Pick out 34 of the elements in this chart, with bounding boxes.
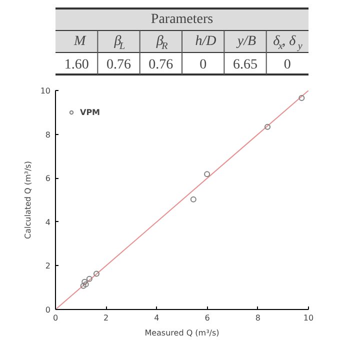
category-label: M — [72, 34, 87, 49]
point — [264, 124, 271, 130]
y-tick-label: 2 — [45, 262, 51, 271]
y-tick-label: 0 — [45, 306, 51, 314]
y-tick-label: 8 — [45, 130, 51, 140]
x-tick-label: 10 — [303, 314, 314, 322]
point — [82, 278, 88, 285]
text: 0.76 — [148, 58, 174, 72]
point — [204, 171, 210, 178]
x-tick-label: 8 — [255, 314, 260, 322]
x-axis-title: Measured Q (m³/s) — [144, 328, 220, 338]
text: 6.65 — [233, 58, 258, 72]
text: 0 — [284, 58, 291, 72]
x-tick-label: 2 — [104, 314, 109, 322]
y-tick-label: 4 — [45, 218, 51, 227]
text: Parameters — [150, 12, 214, 27]
x-tick-label: 0 — [52, 314, 58, 322]
point — [82, 281, 89, 288]
y-axis-title: Calculated Q (m³/s) — [23, 161, 32, 239]
x-tick-label: 4 — [154, 314, 160, 322]
category-label: y/B — [235, 34, 256, 49]
y-tick-label: 6 — [45, 174, 51, 184]
text: 0.76 — [106, 58, 131, 72]
legend-label: VPM — [80, 108, 100, 116]
point — [93, 270, 100, 277]
point — [86, 276, 92, 282]
y-tick-label: 10 — [40, 86, 51, 96]
x-tick-label: 6 — [204, 314, 210, 322]
text: 1.60 — [64, 58, 89, 72]
point — [190, 196, 196, 202]
category-label: h/D — [195, 34, 216, 49]
text: 0 — [200, 58, 207, 72]
point — [80, 282, 86, 289]
point — [298, 94, 305, 101]
